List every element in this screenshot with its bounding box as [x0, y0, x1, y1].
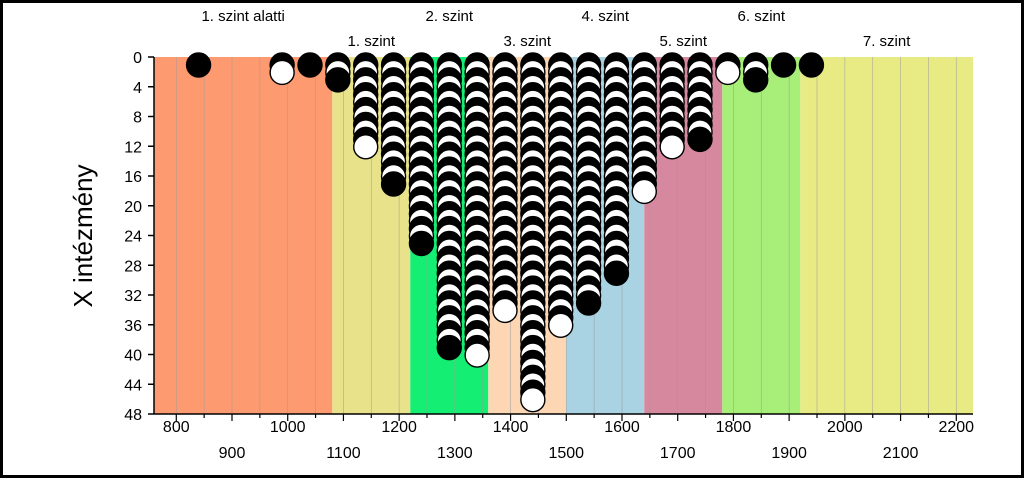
y-tick-label: 48 — [124, 407, 142, 424]
dot-3-2 — [325, 67, 351, 93]
x-tick-label-upper: 800 — [163, 419, 190, 436]
y-tick-label: 28 — [124, 258, 142, 275]
dot-1-1 — [269, 59, 295, 86]
dot-9-33 — [492, 297, 518, 324]
dot-2-0 — [297, 52, 323, 78]
band-0 — [154, 57, 333, 414]
x-tick-label-upper: 1600 — [604, 419, 640, 436]
y-tick-label: 20 — [124, 199, 142, 216]
band-label-7: 7. szint — [863, 33, 911, 50]
dot-7-38 — [436, 334, 462, 361]
x-tick-label-lower: 2100 — [883, 445, 919, 462]
dot-18-2 — [743, 67, 769, 93]
dot-6-24 — [408, 230, 435, 257]
dot-stacks — [185, 52, 825, 413]
x-tick-label-upper: 1400 — [493, 419, 529, 436]
y-tick-label: 40 — [124, 348, 142, 365]
x-tick-label-lower: 900 — [219, 445, 246, 462]
band-label-6: 6. szint — [738, 8, 786, 25]
band-labels: 1. szint alatti 1. szint 2. szint 3. szint 4… — [201, 8, 911, 50]
band-label-1: 1. szint — [348, 33, 396, 50]
y-tick-label: 0 — [133, 50, 142, 67]
dot-11-35 — [548, 312, 574, 339]
dot-15-11 — [659, 134, 685, 160]
dot-19-0 — [770, 52, 797, 78]
dot-16-10 — [687, 126, 713, 153]
dot-13-28 — [603, 260, 630, 286]
x-tick-label-lower: 1100 — [326, 445, 361, 462]
x-tick-label-upper: 1800 — [716, 419, 752, 436]
y-tick-label: 32 — [124, 288, 142, 305]
band-label-2: 2. szint — [426, 8, 474, 25]
dot-5-16 — [380, 171, 407, 197]
y-tick-label: 4 — [133, 80, 142, 97]
band-label-5: 5. szint — [660, 33, 708, 50]
band-label-3: 3. szint — [504, 33, 552, 50]
band-label-0: 1. szint alatti — [201, 8, 284, 25]
y-axis-label: X intézmény — [68, 164, 98, 307]
y-tick-label: 16 — [124, 169, 142, 186]
x-tick-label-upper: 1200 — [381, 419, 417, 436]
dot-4-11 — [353, 134, 379, 160]
x-tick-label-lower: 1300 — [437, 445, 473, 462]
y-tick-label: 24 — [124, 229, 142, 246]
dot-17-1 — [715, 59, 741, 86]
band-label-4: 4. szint — [582, 8, 630, 25]
x-tick-label-lower: 1500 — [548, 445, 584, 462]
y-tick-label: 44 — [124, 377, 142, 394]
y-tick-label: 36 — [124, 318, 142, 335]
dot-0-0 — [185, 52, 212, 78]
band-7 — [800, 57, 973, 414]
dot-20-0 — [798, 52, 825, 78]
x-tick-label-upper: 2000 — [827, 419, 863, 436]
y-tick-label: 8 — [133, 110, 142, 127]
x-tick-label-upper: 1000 — [270, 419, 306, 436]
x-tick-label-upper: 2200 — [938, 419, 974, 436]
y-tick-label: 12 — [124, 139, 142, 156]
dot-14-17 — [631, 178, 657, 205]
x-tick-label-lower: 1900 — [771, 445, 807, 462]
x-tick-label-lower: 1700 — [660, 445, 696, 462]
dot-12-32 — [575, 290, 602, 316]
dot-8-39 — [464, 342, 490, 368]
dot-10-45 — [520, 386, 546, 413]
